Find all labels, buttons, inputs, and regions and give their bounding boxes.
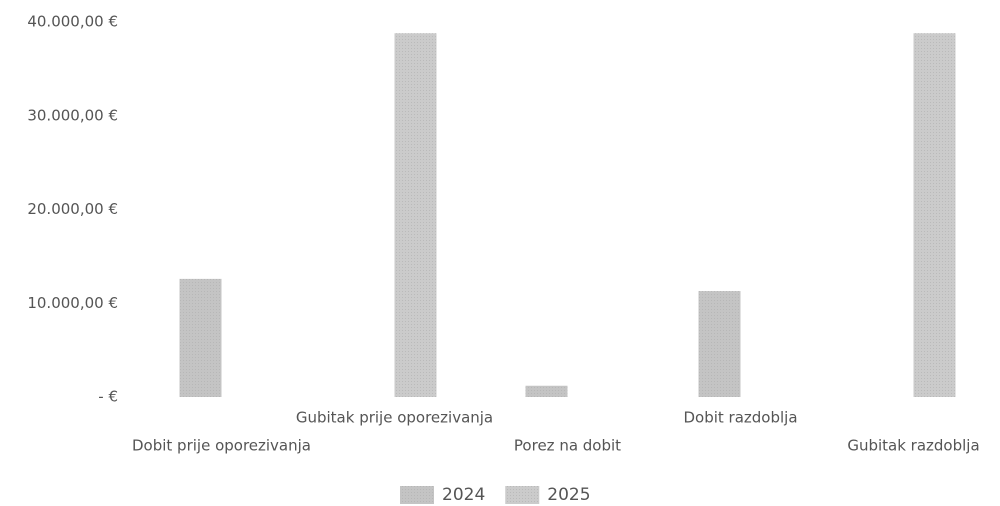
x-tick-label: Gubitak prije oporezivanja [296,409,493,427]
x-tick-label: Dobit prije oporezivanja [132,437,311,455]
legend-swatch-texture [505,486,540,504]
y-tick-label: 30.000,00 € [27,106,118,124]
y-tick-label: - € [98,388,118,406]
x-tick-label: Gubitak razdoblja [847,437,979,455]
bar-texture [179,278,222,397]
y-tick-label: 20.000,00 € [27,200,118,218]
y-tick-label: 40.000,00 € [27,13,118,31]
bar-texture [698,291,741,397]
bar-texture [394,33,437,397]
bar-texture [525,385,568,397]
legend-swatch-texture [400,486,434,504]
legend-label: 2025 [547,485,590,505]
y-tick-label: 10.000,00 € [27,294,118,312]
legend-label: 2024 [442,485,485,505]
bar-texture [913,33,956,397]
x-tick-label: Porez na dobit [514,437,621,455]
x-tick-label: Dobit razdoblja [683,409,797,427]
